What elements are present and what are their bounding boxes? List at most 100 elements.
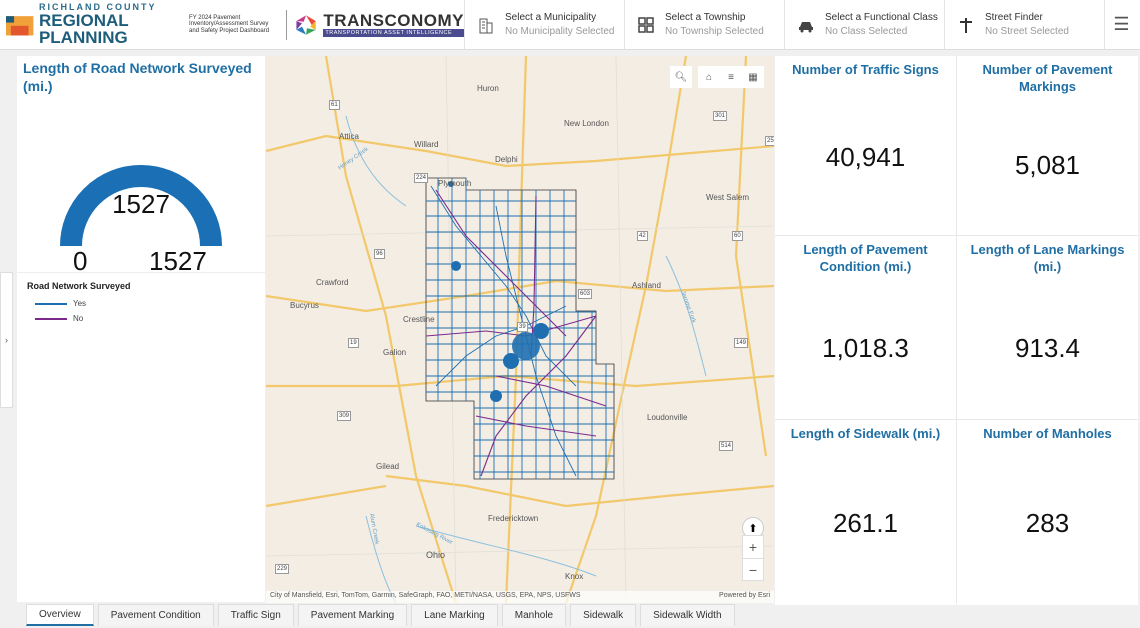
gauge-value: 1527 xyxy=(112,189,170,219)
road-shield-61: 61 xyxy=(329,100,340,110)
map-label-galion: Galion xyxy=(383,348,407,357)
metric-title: Length of Pavement Condition (mi.) xyxy=(803,242,928,274)
map-label-attica: Attica xyxy=(339,132,360,141)
metrics-grid: Number of Traffic Signs 40,941 Number of… xyxy=(775,56,1138,605)
metric-title: Length of Sidewalk (mi.) xyxy=(790,426,941,441)
page-tabs: Overview Pavement Condition Traffic Sign… xyxy=(26,604,739,628)
transconomy-logo xyxy=(296,14,317,35)
municipality-selector[interactable]: Select a Municipality No Municipality Se… xyxy=(465,0,625,49)
map-search-icon[interactable]: 🔍︎ xyxy=(670,66,692,88)
powered-by-esri[interactable]: Powered by Esri xyxy=(719,592,770,599)
road-shield-514: 514 xyxy=(719,441,734,451)
tab-overview[interactable]: Overview xyxy=(26,604,94,626)
legend-item-no: No xyxy=(35,314,255,323)
metric-title: Number of Manholes xyxy=(983,426,1112,441)
metric-value: 1,018.3 xyxy=(822,333,909,363)
street-finder[interactable]: Street Finder No Street Selected xyxy=(945,0,1105,49)
gauge-max: 1527 xyxy=(149,246,207,276)
map-list-icon[interactable]: ≡ xyxy=(720,66,742,88)
zoom-out-button[interactable]: − xyxy=(743,558,763,580)
road-shield-42: 42 xyxy=(637,231,648,241)
legend-label-no: No xyxy=(73,314,84,323)
township-selector-value: No Township Selected xyxy=(665,26,764,37)
tab-pavement-marking[interactable]: Pavement Marking xyxy=(297,604,408,626)
map-label-huron: Huron xyxy=(477,84,499,93)
street-finder-label: Street Finder xyxy=(985,12,1043,23)
metric-value: 5,081 xyxy=(1014,150,1081,180)
legend-swatch-yes xyxy=(35,302,67,305)
hamburger-menu-icon[interactable]: ☰ xyxy=(1113,14,1130,34)
vendor-name: TRANSCONOMY xyxy=(323,11,464,30)
metric-value: 283 xyxy=(1025,508,1070,538)
metric-card-pavement-markings: Number of Pavement Markings 5,081 xyxy=(957,56,1138,235)
metric-card-sidewalk: Length of Sidewalk (mi.) 261.1 xyxy=(775,420,956,605)
road-shield-149: 149 xyxy=(734,338,749,348)
grid-icon xyxy=(635,14,657,36)
signpost-icon xyxy=(955,14,977,36)
org-subtitle: FY 2024 Pavement Inventory/Assessment Su… xyxy=(189,14,270,34)
map-basemap-grid-icon[interactable]: ▦ xyxy=(742,66,764,88)
metric-card-pavement-condition: Length of Pavement Condition (mi.) 1,018… xyxy=(775,236,956,419)
street-finder-value: No Street Selected xyxy=(985,26,1069,37)
map-label-bucyrus: Bucyrus xyxy=(290,301,319,310)
map-view[interactable]: Huron New London Attica Willard Delphi P… xyxy=(266,56,774,603)
road-shield-301: 301 xyxy=(713,111,728,121)
gauge-title: Length of Road Network Surveyed (mi.) xyxy=(23,60,252,94)
road-shield-60: 60 xyxy=(732,231,743,241)
legend-title: Road Network Surveyed xyxy=(27,281,131,291)
map-label-delphi: Delphi xyxy=(495,155,518,164)
tab-sidewalk-width[interactable]: Sidewalk Width xyxy=(640,604,735,626)
legend-swatch-no xyxy=(35,317,67,320)
map-label-gilead: Gilead xyxy=(376,462,400,471)
map-label-ashland: Ashland xyxy=(632,281,661,290)
functional-class-selector-label: Select a Functional Class xyxy=(825,12,938,23)
road-shield-96: 96 xyxy=(374,249,385,259)
gauge-panel: Length of Road Network Surveyed (mi.) 15… xyxy=(17,56,265,602)
township-selector[interactable]: Select a Township No Township Selected xyxy=(625,0,785,49)
gauge-min: 0 xyxy=(73,246,88,276)
tab-lane-marking[interactable]: Lane Marking xyxy=(411,604,498,626)
map-label-willard: Willard xyxy=(414,140,439,149)
road-shield-229: 229 xyxy=(275,564,290,574)
township-selector-label: Select a Township xyxy=(665,12,746,23)
map-toolbar: 🔍︎ ⌂ ≡ ▦ xyxy=(670,66,764,88)
metric-value: 40,941 xyxy=(825,142,906,172)
map-legend: Road Network Surveyed Yes No xyxy=(17,272,265,337)
road-shield-224: 224 xyxy=(414,173,429,183)
map-label-crestline: Crestline xyxy=(403,315,435,324)
header-bar: RICHLAND COUNTY REGIONAL PLANNING FY 202… xyxy=(0,0,1140,50)
metric-card-lane-markings: Length of Lane Markings (mi.) 913.4 xyxy=(957,236,1138,419)
map-label-west-salem: West Salem xyxy=(706,193,749,202)
gauge-chart xyxy=(60,165,222,247)
map-label-plymouth: Plymouth xyxy=(438,179,472,188)
side-panel-toggle[interactable]: › xyxy=(0,272,13,408)
car-icon xyxy=(795,14,817,36)
map-label-fredericktown: Fredericktown xyxy=(488,514,539,523)
metric-title: Length of Lane Markings (mi.) xyxy=(970,242,1125,274)
tab-pavement-condition[interactable]: Pavement Condition xyxy=(97,604,214,626)
road-shield-250: 250 xyxy=(765,136,774,146)
map-label-new-london: New London xyxy=(564,119,609,128)
map-home-icon[interactable]: ⌂ xyxy=(698,66,720,88)
map-label-knox: Knox xyxy=(565,572,584,581)
municipality-selector-value: No Municipality Selected xyxy=(505,26,615,37)
vendor-tagline: TRANSPORTATION ASSET INTELLIGENCE xyxy=(323,29,464,37)
functional-class-selector[interactable]: Select a Functional Class No Class Selec… xyxy=(785,0,945,49)
tab-sidewalk[interactable]: Sidewalk xyxy=(570,604,637,626)
richland-text: RICHLAND COUNTY REGIONAL PLANNING xyxy=(39,3,186,47)
metric-card-manholes: Number of Manholes 283 xyxy=(957,420,1138,605)
brand-area: RICHLAND COUNTY REGIONAL PLANNING FY 202… xyxy=(0,0,465,49)
metric-title: Number of Traffic Signs xyxy=(792,62,939,77)
tab-manhole[interactable]: Manhole xyxy=(501,604,567,626)
gauge-arc xyxy=(60,165,222,247)
map-attribution: City of Mansfield, Esri, TomTom, Garmin,… xyxy=(266,591,774,603)
municipality-selector-label: Select a Municipality xyxy=(505,12,597,23)
metric-title: Number of Pavement Markings xyxy=(982,62,1113,94)
zoom-controls: + − xyxy=(742,535,764,581)
tab-traffic-sign[interactable]: Traffic Sign xyxy=(217,604,294,626)
richland-county-logo xyxy=(6,15,34,35)
road-shield-309: 309 xyxy=(337,411,352,421)
zoom-in-button[interactable]: + xyxy=(748,539,758,555)
road-shield-39: 39 xyxy=(517,322,528,332)
map-label-crawford: Crawford xyxy=(316,278,349,287)
